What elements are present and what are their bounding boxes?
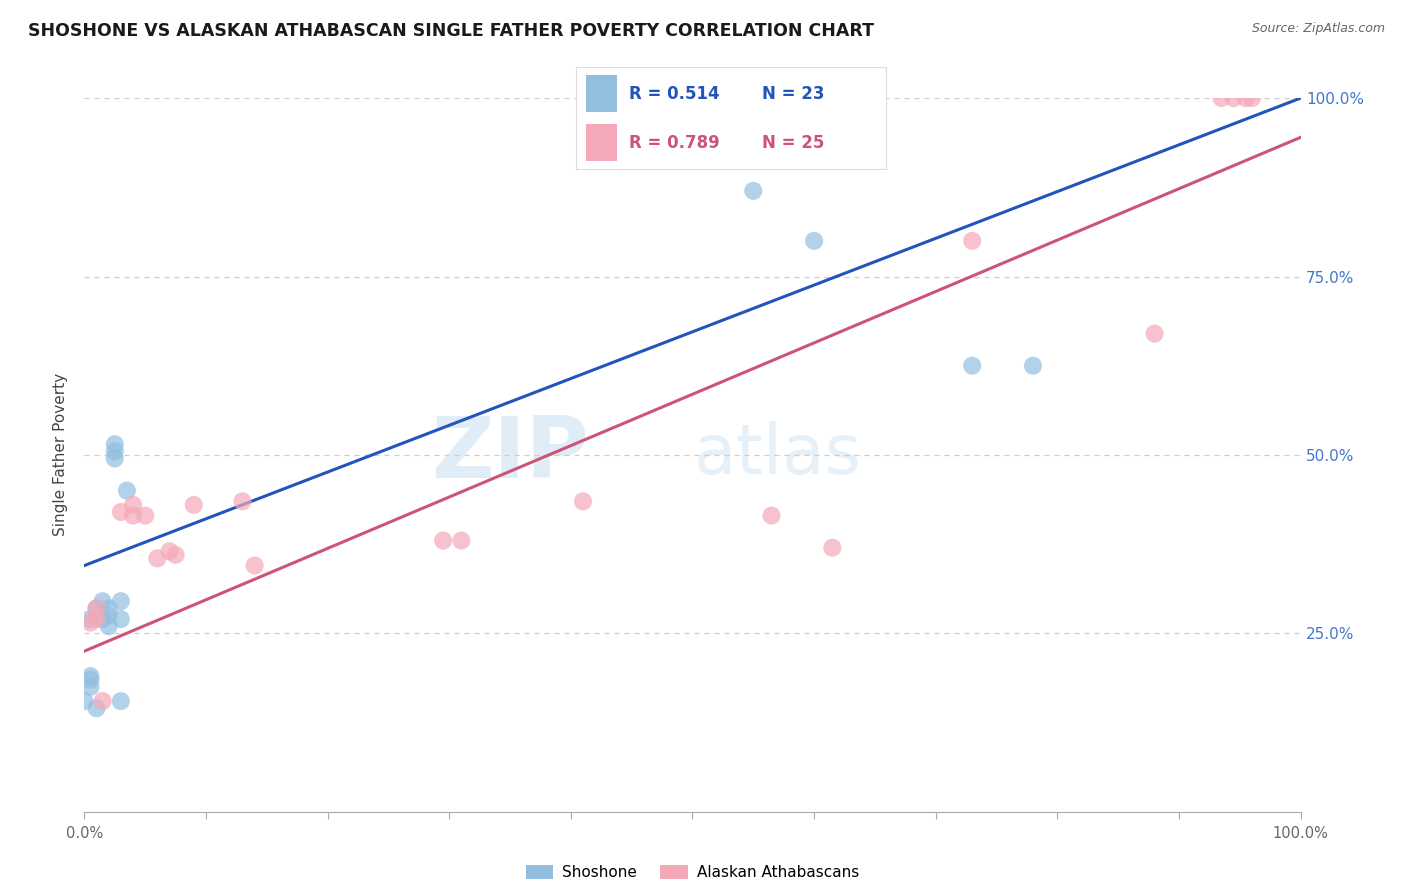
Point: [1240, 91, 1263, 105]
Text: R = 0.514: R = 0.514: [628, 85, 720, 103]
Point: [91, 612, 114, 626]
Point: [104, 444, 127, 458]
Text: Source: ZipAtlas.com: Source: ZipAtlas.com: [1251, 22, 1385, 36]
Point: [91, 694, 114, 708]
Point: [97, 601, 120, 615]
Point: [110, 594, 132, 608]
Point: [97, 608, 120, 623]
Point: [450, 533, 472, 548]
Text: atlas: atlas: [693, 421, 862, 489]
Text: R = 0.789: R = 0.789: [628, 134, 720, 152]
Point: [146, 551, 169, 566]
Point: [86, 701, 108, 715]
Legend: Shoshone, Alaskan Athabascans: Shoshone, Alaskan Athabascans: [520, 858, 865, 886]
Point: [104, 451, 127, 466]
Point: [134, 508, 156, 523]
Text: SHOSHONE VS ALASKAN ATHABASCAN SINGLE FATHER POVERTY CORRELATION CHART: SHOSHONE VS ALASKAN ATHABASCAN SINGLE FA…: [28, 22, 875, 40]
Text: N = 23: N = 23: [762, 85, 824, 103]
Point: [761, 508, 783, 523]
Point: [122, 508, 145, 523]
Point: [803, 234, 825, 248]
Point: [1143, 326, 1166, 341]
Point: [97, 619, 120, 633]
Point: [572, 494, 595, 508]
Point: [1211, 91, 1233, 105]
Point: [1022, 359, 1045, 373]
FancyBboxPatch shape: [586, 124, 617, 161]
Point: [159, 544, 181, 558]
Point: [110, 694, 132, 708]
Text: ZIP: ZIP: [432, 413, 589, 497]
Point: [79, 612, 101, 626]
Y-axis label: Single Father Poverty: Single Father Poverty: [53, 374, 69, 536]
Point: [1222, 91, 1244, 105]
Point: [960, 234, 983, 248]
Point: [1234, 91, 1257, 105]
Point: [243, 558, 266, 573]
Point: [742, 184, 765, 198]
Point: [821, 541, 844, 555]
Point: [960, 359, 983, 373]
Point: [165, 548, 187, 562]
Point: [86, 601, 108, 615]
Point: [110, 505, 132, 519]
Point: [432, 533, 454, 548]
Point: [73, 694, 96, 708]
Point: [91, 594, 114, 608]
Point: [115, 483, 138, 498]
Point: [104, 437, 127, 451]
Point: [79, 673, 101, 687]
Text: N = 25: N = 25: [762, 134, 824, 152]
Point: [183, 498, 205, 512]
Point: [79, 669, 101, 683]
Point: [79, 680, 101, 694]
FancyBboxPatch shape: [586, 75, 617, 112]
Point: [86, 612, 108, 626]
Point: [86, 601, 108, 615]
Point: [79, 615, 101, 630]
Point: [110, 612, 132, 626]
Point: [122, 498, 145, 512]
Point: [231, 494, 253, 508]
